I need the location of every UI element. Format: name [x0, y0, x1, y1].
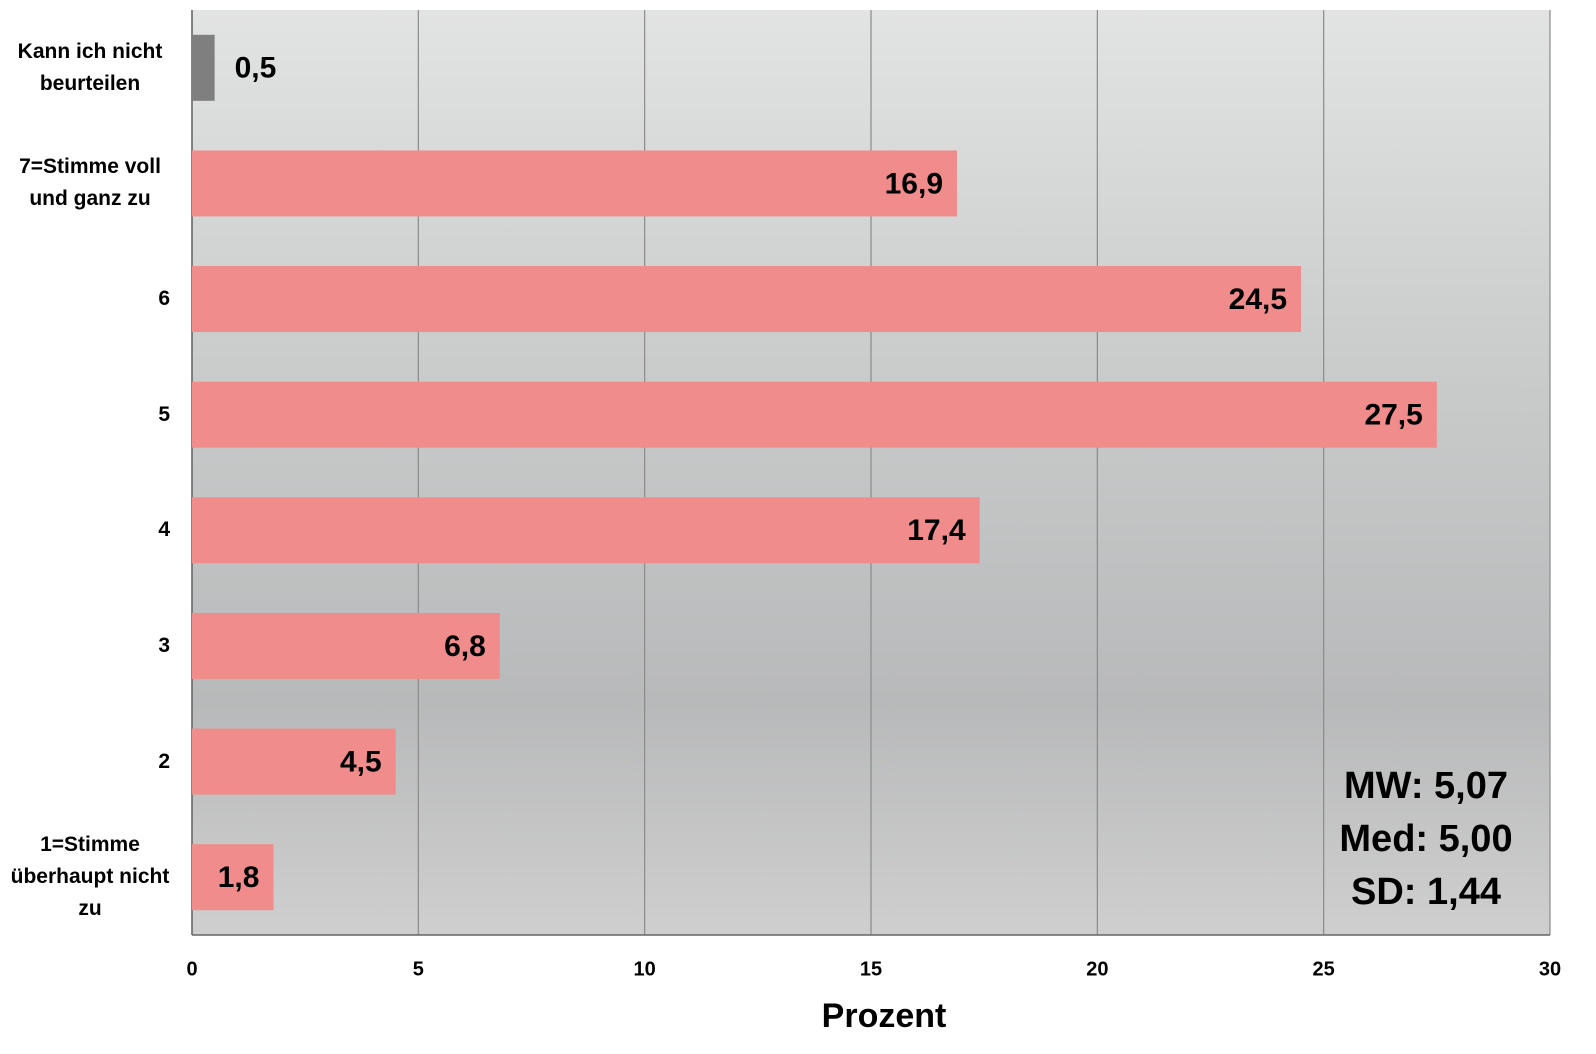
value-label: 27,5	[1364, 399, 1422, 432]
x-tick-label: 20	[1086, 958, 1108, 980]
annotation: Med: 5,00	[1339, 818, 1512, 860]
bar	[192, 844, 274, 911]
bar	[192, 34, 215, 101]
bar	[192, 150, 958, 217]
y-tick-label: 6	[158, 287, 170, 311]
value-label: 24,5	[1229, 283, 1287, 316]
x-tick-label: 0	[186, 958, 197, 980]
y-tick-label: 4	[158, 518, 170, 542]
x-tick-label: 10	[634, 958, 656, 980]
y-tick-label: 5	[158, 402, 170, 426]
value-label: 4,5	[340, 745, 382, 778]
value-label: 17,4	[907, 514, 966, 547]
annotation: MW: 5,07	[1344, 765, 1508, 807]
bar	[192, 728, 396, 795]
x-axis-title: Prozent	[822, 997, 947, 1035]
value-label: 6,8	[444, 630, 486, 663]
x-tick-label: 30	[1539, 958, 1561, 980]
y-tick-label: 1=Stimme überhaupt nicht zu	[10, 833, 170, 921]
value-label: 1,8	[218, 861, 260, 894]
bar	[192, 612, 500, 679]
value-label: 16,9	[885, 167, 943, 200]
y-tick-label: 7=Stimme voll und ganz zu	[19, 155, 161, 211]
annotation: SD: 1,44	[1351, 871, 1501, 913]
x-tick-label: 5	[413, 958, 424, 980]
bar	[192, 497, 980, 564]
y-tick-label: Kann ich nicht beurteilen	[17, 39, 163, 95]
x-tick-label: 15	[860, 958, 882, 980]
x-tick-label: 25	[1313, 958, 1335, 980]
value-label: 0,5	[235, 52, 277, 85]
bar	[192, 266, 1302, 333]
y-tick-label: 2	[158, 749, 170, 773]
y-tick-label: 3	[158, 633, 170, 657]
bar	[192, 381, 1437, 448]
